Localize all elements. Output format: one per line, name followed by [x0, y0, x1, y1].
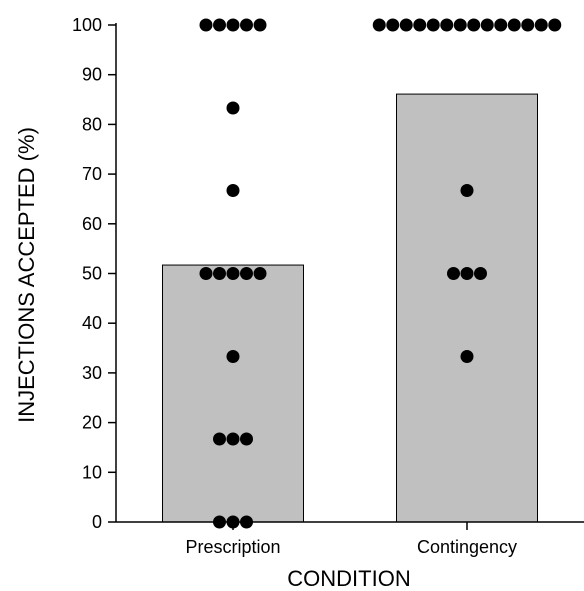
data-point-contingency: [386, 18, 400, 32]
y-axis-title: INJECTIONS ACCEPTED (%): [14, 127, 39, 423]
data-point-prescription: [226, 18, 240, 32]
y-tick-label: 30: [82, 363, 102, 383]
data-point-contingency: [521, 18, 535, 32]
x-tick-label-contingency: Contingency: [417, 537, 517, 557]
y-tick-label: 20: [82, 413, 102, 433]
data-point-contingency: [399, 18, 413, 32]
y-tick-label: 70: [82, 164, 102, 184]
data-point-contingency: [474, 267, 487, 280]
y-tick-label: 80: [82, 114, 102, 134]
y-tick-label: 100: [72, 15, 102, 35]
y-tick-label: 90: [82, 65, 102, 85]
x-axis-title: CONDITION: [287, 566, 410, 591]
data-point-contingency: [460, 349, 474, 363]
x-tick-label-prescription: Prescription: [185, 537, 280, 557]
data-point-contingency: [494, 18, 508, 32]
data-point-contingency: [460, 267, 474, 280]
data-point-prescription: [199, 267, 213, 280]
points-layer: [199, 18, 562, 529]
bar-prescription: [162, 264, 304, 523]
data-point-contingency: [426, 18, 440, 32]
y-tick-label: 40: [82, 313, 102, 333]
data-point-prescription: [240, 267, 253, 280]
data-point-prescription: [226, 432, 240, 446]
data-point-contingency: [453, 18, 467, 32]
data-point-contingency: [467, 18, 481, 32]
data-point-prescription: [253, 18, 267, 32]
data-point-contingency: [534, 18, 548, 32]
data-point-prescription: [213, 267, 226, 280]
data-point-contingency: [447, 267, 460, 280]
data-point-contingency: [460, 184, 474, 198]
data-point-prescription: [240, 432, 253, 446]
data-point-prescription: [240, 18, 253, 32]
data-point-contingency: [507, 18, 521, 32]
data-point-prescription: [253, 267, 267, 280]
data-point-prescription: [226, 267, 240, 280]
y-tick-label: 60: [82, 214, 102, 234]
data-point-prescription: [199, 18, 213, 32]
data-point-contingency: [548, 18, 562, 32]
data-point-prescription: [226, 184, 240, 198]
data-point-prescription: [213, 18, 226, 32]
data-point-prescription: [226, 349, 240, 363]
data-point-prescription: [213, 432, 226, 446]
y-tick-label: 50: [82, 264, 102, 284]
data-point-contingency: [480, 18, 494, 32]
y-tick-label: 0: [92, 512, 102, 532]
y-tick-label: 10: [82, 462, 102, 482]
bars-layer: [162, 93, 538, 523]
data-point-prescription: [226, 101, 240, 115]
bar-contingency: [396, 93, 538, 523]
data-point-contingency: [440, 18, 454, 32]
axes-layer: 0 10 20 30 40 50 60 70 80 90 100 Prescription Contin…: [72, 15, 584, 557]
data-point-contingency: [372, 18, 386, 32]
data-point-contingency: [413, 18, 427, 32]
